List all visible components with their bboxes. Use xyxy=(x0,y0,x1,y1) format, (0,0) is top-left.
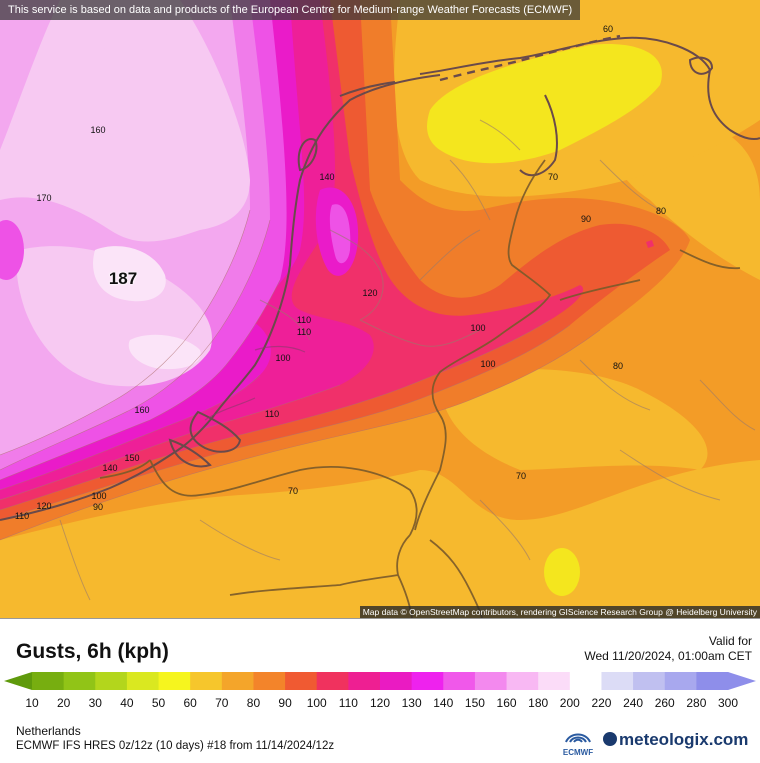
contour-label: 90 xyxy=(92,502,104,512)
scale-tick-label: 50 xyxy=(151,696,166,710)
scale-tick-label: 300 xyxy=(717,696,739,710)
scale-swatch xyxy=(506,672,539,690)
contour-label: 120 xyxy=(36,501,52,511)
gust-map[interactable]: This service is based on data and produc… xyxy=(0,0,760,619)
contour-label: 70 xyxy=(287,486,299,496)
scale-tick-label: 130 xyxy=(401,696,422,710)
contour-label: 110 xyxy=(14,511,30,521)
contour-label: 100 xyxy=(470,323,486,333)
scale-swatch xyxy=(221,672,254,690)
scale-swatch xyxy=(696,672,729,690)
scale-swatch xyxy=(633,672,666,690)
contour-label: 150 xyxy=(124,453,140,463)
scale-tick-label: 90 xyxy=(278,696,292,710)
scale-tick-label: 110 xyxy=(338,696,358,710)
scale-swatch xyxy=(664,672,697,690)
contour-label: 120 xyxy=(362,288,378,298)
scale-swatch xyxy=(95,672,128,690)
meteologix-logo-icon xyxy=(603,732,617,746)
scale-arrow-low xyxy=(4,672,32,690)
contour-label: 170 xyxy=(36,193,52,203)
max-gust-label: 187 xyxy=(108,269,138,288)
scale-swatch xyxy=(285,672,318,690)
ecmwf-attribution: This service is based on data and produc… xyxy=(0,0,581,20)
scale-tick-label: 30 xyxy=(88,696,102,710)
contour-label: 80 xyxy=(612,361,624,371)
gust-field xyxy=(0,0,760,618)
contour-label: 90 xyxy=(580,214,592,224)
scale-swatch xyxy=(158,672,191,690)
color-scale-ticks: 10 20 30 40 50 60 70 80 90 100 110 120 130 140 150 160 1… xyxy=(0,696,760,712)
osm-attribution[interactable]: Map data © OpenStreetMap contributors, r… xyxy=(359,606,760,618)
meteologix-brand[interactable]: meteologix.com xyxy=(603,730,748,750)
valid-datetime: Wed 11/20/2024, 01:00am CET xyxy=(584,649,752,663)
scale-tick-label: 120 xyxy=(369,696,391,710)
scale-tick-label: 220 xyxy=(591,696,612,710)
scale-swatch xyxy=(411,672,444,690)
scale-tick-label: 10 xyxy=(25,696,39,710)
scale-tick-label: 140 xyxy=(433,696,454,710)
scale-tick-label: 60 xyxy=(183,696,197,710)
scale-tick-label: 180 xyxy=(528,696,549,710)
model-run-label: ECMWF IFS HRES 0z/12z (10 days) #18 from… xyxy=(16,740,335,752)
contour-label: 100 xyxy=(480,359,496,369)
scale-tick-label: 160 xyxy=(496,696,517,710)
contour-label: 100 xyxy=(91,491,107,501)
scale-tick-label: 150 xyxy=(464,696,485,710)
contour-label: 70 xyxy=(515,471,527,481)
scale-tick-label: 70 xyxy=(215,696,229,710)
scale-swatch xyxy=(443,672,476,690)
valid-label: Valid for xyxy=(708,634,752,648)
scale-swatch xyxy=(601,672,634,690)
scale-tick-label: 40 xyxy=(120,696,134,710)
contour-label: 70 xyxy=(547,172,559,182)
color-scale-bar xyxy=(4,672,756,690)
brand-name: meteologix.com xyxy=(619,730,749,749)
scale-swatch xyxy=(474,672,508,690)
scale-swatch xyxy=(569,672,602,690)
ecmwf-logo-text: ECMWF xyxy=(563,748,593,757)
valid-time: Valid for Wed 11/20/2024, 01:00am CET xyxy=(584,634,752,664)
contour-label: 160 xyxy=(134,405,150,415)
contour-label: 140 xyxy=(102,463,118,473)
contour-label: 110 xyxy=(264,409,280,419)
scale-swatch xyxy=(316,672,349,690)
scale-tick-label: 280 xyxy=(686,696,707,710)
scale-tick-label: 100 xyxy=(306,696,327,710)
contour-label: 160 xyxy=(90,125,106,135)
contour-label: 60 xyxy=(602,24,614,34)
ecmwf-logo: ECMWF xyxy=(562,728,594,758)
contour-label: 80 xyxy=(655,206,667,216)
scale-tick-label: 240 xyxy=(623,696,644,710)
scale-swatch xyxy=(32,672,65,690)
contour-label: 110 xyxy=(296,327,312,337)
contour-label: 100 xyxy=(275,353,291,363)
scale-swatch xyxy=(63,672,96,690)
scale-swatch xyxy=(538,672,571,690)
scale-swatch xyxy=(190,672,223,690)
scale-tick-label: 20 xyxy=(56,696,71,710)
scale-swatch xyxy=(253,672,286,690)
legend-title: Gusts, 6h (kph) xyxy=(16,640,169,663)
scale-swatch xyxy=(126,672,160,690)
scale-tick-label: 80 xyxy=(246,696,261,710)
scale-tick-label: 260 xyxy=(654,696,675,710)
contour-label: 140 xyxy=(319,172,335,182)
scale-tick-label: 200 xyxy=(559,696,580,710)
scale-swatch xyxy=(348,672,381,690)
region-label: Netherlands xyxy=(16,724,81,738)
scale-arrow-high xyxy=(728,672,756,690)
contour-label: 110 xyxy=(296,315,312,325)
scale-swatch xyxy=(380,672,413,690)
